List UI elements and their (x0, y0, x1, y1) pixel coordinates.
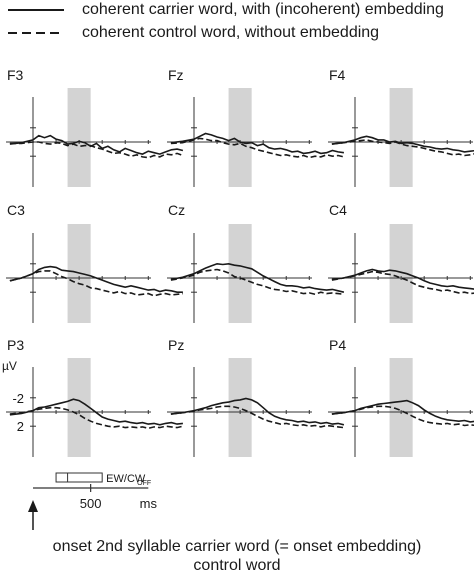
y-tick-label: 2 (17, 419, 24, 434)
waveform-dashed-f4 (331, 139, 474, 157)
waveform-solid-cz (170, 262, 345, 293)
waveform-dashed-p3 (9, 406, 184, 430)
waveform-solid-c3 (9, 265, 183, 293)
electrode-label-c4: C4 (329, 202, 347, 218)
legend-entry-solid: coherent carrier word, with (incoherent)… (0, 0, 474, 24)
waveform-solid-p4 (331, 399, 474, 423)
shaded-window-f3 (67, 88, 91, 187)
electrode-label-p4: P4 (329, 337, 346, 353)
shaded-window-f4 (389, 88, 413, 187)
electrode-label-c3: C3 (7, 202, 25, 218)
waveform-solid-f3 (9, 134, 184, 155)
shaded-window-fz (228, 88, 252, 187)
y-unit-label: µV (2, 359, 17, 373)
time-scale-unit-label: ms (140, 496, 158, 511)
waveform-dashed-c3 (9, 270, 183, 297)
shaded-window-cz (228, 224, 252, 323)
waveform-dashed-pz (170, 405, 344, 429)
shaded-window-c4 (389, 224, 413, 323)
waveform-solid-fz (170, 132, 345, 155)
electrode-label-cz: Cz (168, 202, 185, 218)
caption-line-1: onset 2nd syllable carrier word (= onset… (52, 538, 422, 555)
legend-entry-dashed: coherent control word, without embedding (0, 23, 474, 47)
legend-dashed-swatch (8, 32, 64, 34)
onset-arrow-head (28, 500, 38, 512)
time-scale-500-label: 500 (80, 496, 102, 511)
legend-solid-label: coherent carrier word, with (incoherent)… (82, 1, 444, 18)
y-tick-label: -2 (12, 391, 24, 406)
waveform-solid-c4 (331, 268, 474, 290)
electrode-label-pz: Pz (168, 337, 184, 353)
electrode-label-f3: F3 (7, 67, 24, 83)
caption-line-2: control word (193, 557, 281, 574)
electrode-label-fz: Fz (168, 67, 184, 83)
ew-window-label-sub: OFF (137, 480, 151, 487)
waveform-solid-pz (170, 397, 345, 426)
legend: coherent carrier word, with (incoherent)… (0, 0, 474, 52)
waveform-solid-f4 (331, 135, 474, 153)
shaded-window-p4 (389, 358, 413, 457)
waveform-solid-p3 (9, 398, 183, 426)
waveform-dashed-cz (170, 268, 344, 296)
waveform-dashed-p4 (331, 405, 474, 427)
electrode-label-p3: P3 (7, 337, 24, 353)
shaded-window-pz (228, 358, 252, 457)
waveform-dashed-c4 (331, 270, 474, 295)
legend-dashed-label: coherent control word, without embedding (82, 24, 380, 41)
electrode-label-f4: F4 (329, 67, 346, 83)
shaded-window-p3 (67, 358, 91, 457)
ew-window-label: EW/CW (106, 473, 146, 485)
waveform-dashed-fz (170, 137, 345, 159)
legend-solid-swatch (8, 9, 64, 11)
ew-window-box (55, 472, 103, 483)
